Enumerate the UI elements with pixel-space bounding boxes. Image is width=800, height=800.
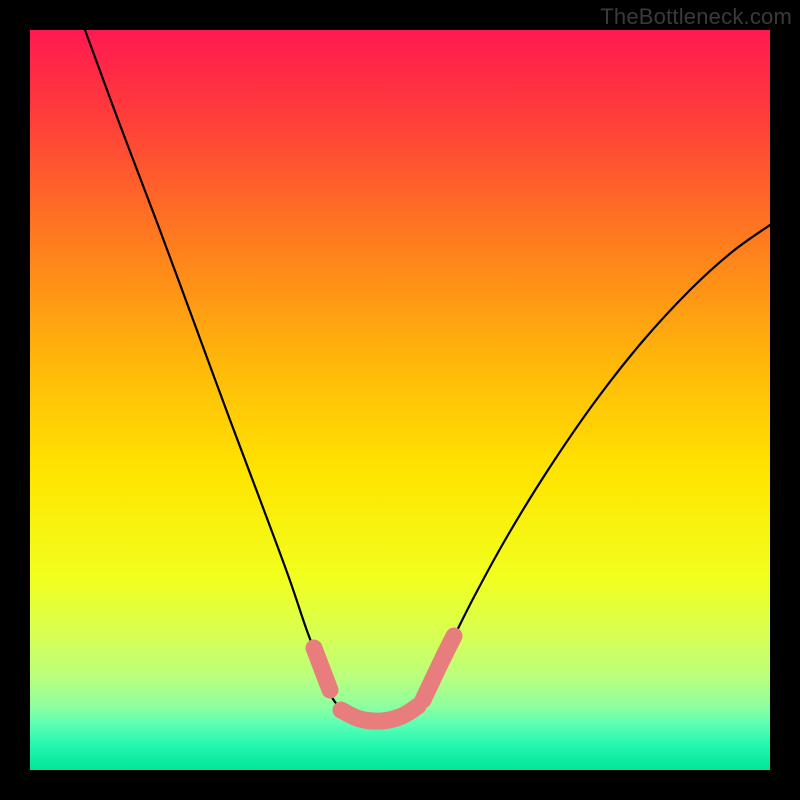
plot-area <box>30 30 770 770</box>
stage: TheBottleneck.com <box>0 0 800 800</box>
gradient-background <box>30 30 770 770</box>
bottleneck-chart <box>0 0 800 800</box>
watermark-text: TheBottleneck.com <box>600 4 792 30</box>
